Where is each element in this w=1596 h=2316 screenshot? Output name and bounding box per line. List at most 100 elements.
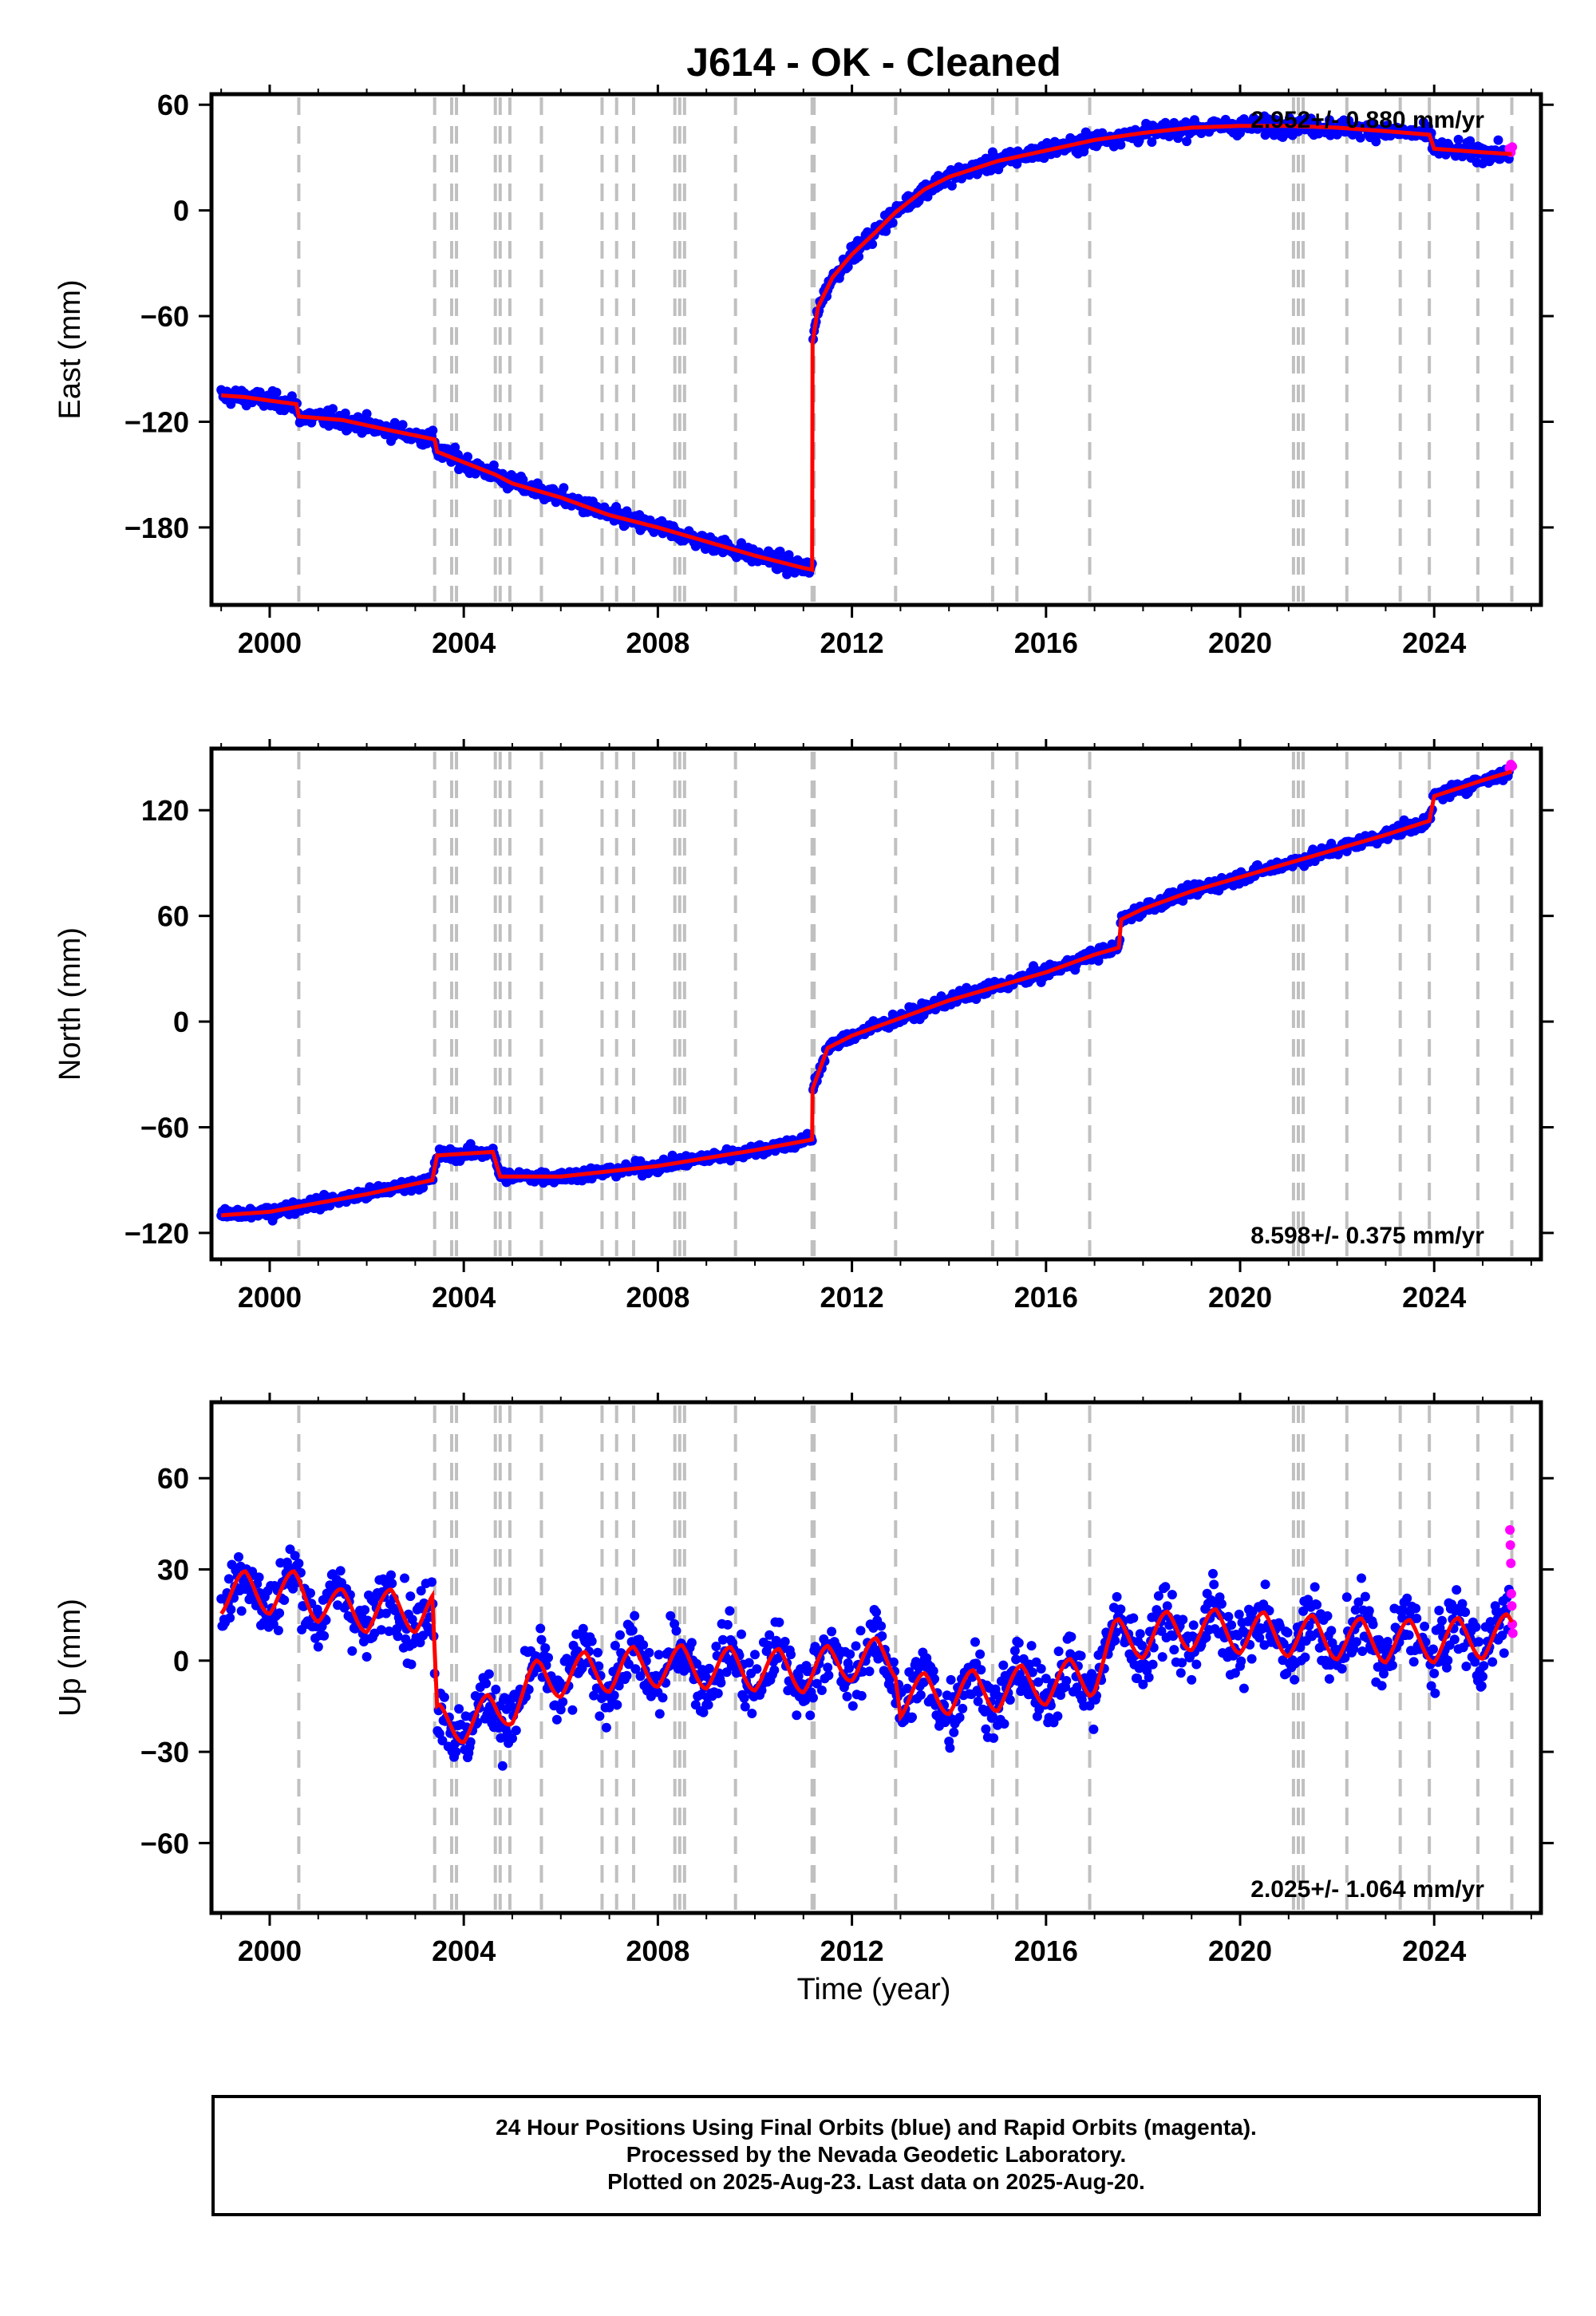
- data-point: [451, 1747, 461, 1757]
- data-point: [1061, 1676, 1072, 1686]
- data-point: [981, 1724, 991, 1734]
- data-point: [1036, 1664, 1046, 1674]
- data-point: [601, 1722, 611, 1733]
- data-point: [279, 1595, 290, 1605]
- data-point: [1364, 1606, 1374, 1616]
- data-point: [844, 1663, 854, 1674]
- y-axis-label: East (mm): [53, 279, 87, 419]
- figure-title: J614 - OK - Cleaned: [686, 40, 1061, 85]
- rapid-point: [1506, 1589, 1516, 1599]
- data-point: [1341, 1592, 1352, 1603]
- data-point: [851, 1641, 861, 1651]
- x-tick-label: 2024: [1402, 626, 1466, 659]
- x-tick-label: 2016: [1014, 1935, 1078, 1967]
- data-point: [1290, 1674, 1300, 1685]
- data-point: [587, 1636, 597, 1646]
- data-point: [827, 1626, 837, 1637]
- data-point: [1128, 1613, 1139, 1623]
- data-point: [780, 1637, 790, 1646]
- data-point: [671, 1626, 681, 1636]
- data-point: [1360, 1591, 1370, 1602]
- data-point: [658, 1693, 668, 1703]
- data-point: [1238, 1683, 1249, 1694]
- data-point: [595, 1711, 605, 1721]
- data-point: [361, 1652, 372, 1662]
- data-point: [427, 1577, 437, 1587]
- data-point: [1461, 1662, 1472, 1671]
- data-point: [1187, 1674, 1197, 1685]
- data-point: [1236, 1656, 1246, 1666]
- x-tick-label: 2000: [238, 626, 302, 659]
- data-point: [1162, 1601, 1172, 1611]
- data-point: [1282, 1627, 1293, 1638]
- data-point: [1377, 1681, 1387, 1691]
- data-point: [1337, 1664, 1347, 1674]
- data-point: [1324, 1674, 1334, 1684]
- data-point: [975, 1649, 986, 1659]
- data-point: [536, 1634, 547, 1645]
- panel-north: 2000 2004 2008 2012 2016 2020 2024 120 60 0 −60 −12…: [53, 739, 1554, 1314]
- data-point: [855, 1626, 866, 1636]
- data-point: [973, 1696, 983, 1706]
- rate-label: 2.025+/- 1.064 mm/yr: [1250, 1876, 1484, 1903]
- data-point: [1208, 1568, 1218, 1579]
- rapid-point: [1505, 1525, 1515, 1535]
- rate-label: 8.598+/- 0.375 mm/yr: [1250, 1223, 1484, 1249]
- data-point: [1246, 1654, 1257, 1664]
- data-point: [335, 1566, 346, 1576]
- data-point: [949, 1727, 959, 1737]
- data-point: [1499, 1648, 1509, 1658]
- data-point: [864, 1666, 875, 1677]
- data-point: [306, 1588, 315, 1599]
- y-tick-label: 60: [157, 900, 189, 933]
- data-point: [824, 1670, 834, 1681]
- data-point: [945, 1743, 955, 1753]
- data-point: [1116, 1604, 1126, 1614]
- data-point: [750, 1650, 760, 1660]
- data-point: [739, 1693, 749, 1703]
- y-tick-label: −30: [140, 1736, 189, 1769]
- data-point: [998, 1660, 1009, 1670]
- data-point: [881, 226, 891, 236]
- data-point: [1112, 1591, 1122, 1602]
- data-point: [638, 1640, 649, 1650]
- y-tick-label: 120: [141, 794, 189, 827]
- data-point: [1357, 1573, 1366, 1583]
- data-point: [645, 515, 655, 525]
- x-tick-label: 2004: [432, 1281, 496, 1314]
- data-point: [1169, 1645, 1179, 1655]
- data-point: [1479, 1661, 1489, 1671]
- data-point: [454, 1704, 464, 1714]
- data-point: [871, 1607, 881, 1618]
- x-tick-label: 2012: [820, 626, 884, 659]
- data-point: [876, 1621, 887, 1631]
- data-point: [1428, 1644, 1438, 1654]
- data-point: [1076, 1650, 1086, 1661]
- rapid-point: [1507, 1601, 1517, 1611]
- data-point: [1144, 1672, 1154, 1682]
- data-point: [428, 425, 438, 436]
- data-point: [856, 1690, 867, 1701]
- data-point: [1420, 1621, 1430, 1631]
- data-point: [1053, 1646, 1064, 1657]
- data-point: [271, 387, 282, 397]
- data-point: [1147, 137, 1157, 147]
- data-point: [406, 1659, 417, 1670]
- y-tick-label: 0: [173, 1006, 189, 1038]
- data-point: [1476, 1681, 1487, 1691]
- x-tick-label: 2000: [238, 1935, 302, 1967]
- data-point: [1066, 1632, 1077, 1642]
- y-tick-label: −60: [140, 1111, 189, 1144]
- caption-line-2: Processed by the Nevada Geodetic Laborat…: [626, 2142, 1127, 2167]
- data-point: [786, 1650, 796, 1660]
- y-tick-label: 0: [173, 1645, 189, 1678]
- y-tick-label: −120: [124, 1217, 189, 1250]
- data-point: [567, 1705, 578, 1715]
- data-point: [439, 1692, 449, 1702]
- data-point: [808, 1693, 818, 1703]
- data-point: [1326, 1626, 1337, 1636]
- data-point: [1487, 1657, 1498, 1667]
- data-point: [989, 1733, 999, 1743]
- data-point: [361, 409, 372, 419]
- data-point: [450, 442, 460, 453]
